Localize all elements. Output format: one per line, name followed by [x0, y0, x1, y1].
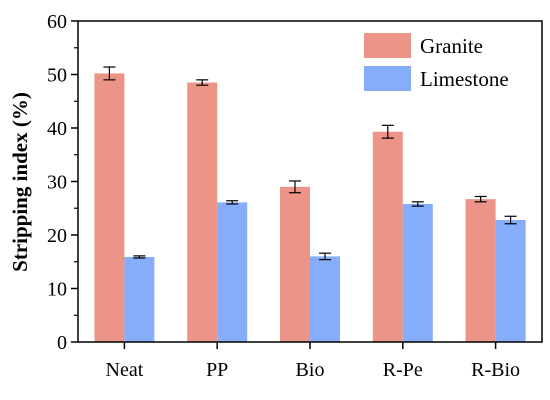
y-tick-label-50: 50: [47, 65, 67, 87]
bar-limestone-r-pe: [402, 203, 433, 342]
bar-limestone-pp: [217, 202, 248, 342]
y-tick-label-10: 10: [47, 279, 67, 301]
legend-swatch-granite: [364, 33, 411, 58]
bar-granite-pp: [187, 82, 218, 343]
x-tick-label-r-pe: R-Pe: [383, 359, 423, 381]
error-bar-granite-r-bio: [474, 195, 487, 203]
y-tick-label-40: 40: [47, 118, 67, 140]
error-bar-granite-r-pe: [381, 124, 394, 139]
x-tick-label-pp: PP: [206, 359, 228, 381]
error-bar-limestone-r-bio: [504, 215, 517, 225]
x-tick-label-bio: Bio: [296, 359, 325, 381]
legend-swatch-limestone: [364, 66, 411, 91]
error-bar-limestone-r-pe: [411, 201, 424, 207]
y-axis-title: Stripping index (%): [8, 92, 32, 272]
legend: Granite Limestone: [364, 33, 509, 91]
error-bars-layer: [103, 66, 517, 261]
bars-layer: [94, 73, 526, 343]
y-tick-label-20: 20: [47, 225, 67, 247]
x-tick-label-neat: Neat: [106, 359, 144, 381]
bar-granite-r-bio: [465, 199, 496, 342]
legend-item-limestone: Limestone: [364, 66, 509, 91]
error-bar-limestone-bio: [319, 252, 331, 261]
y-tick-label-0: 0: [57, 332, 67, 354]
legend-label-granite: Granite: [420, 34, 483, 58]
error-bar-limestone-pp: [226, 200, 239, 205]
bar-limestone-bio: [310, 256, 340, 342]
legend-item-granite: Granite: [364, 33, 483, 58]
bar-granite-bio: [280, 186, 310, 342]
y-tick-label-60: 60: [47, 11, 67, 33]
x-tick-label-r-bio: R-Bio: [471, 359, 520, 381]
legend-label-limestone: Limestone: [420, 67, 509, 91]
axes-layer: [71, 20, 543, 349]
bar-granite-neat: [94, 73, 125, 343]
bar-limestone-r-bio: [495, 220, 526, 342]
error-bar-granite-bio: [289, 180, 301, 194]
error-bar-granite-neat: [103, 66, 116, 81]
bar-granite-r-pe: [372, 131, 403, 342]
error-bar-granite-pp: [196, 79, 209, 86]
error-bar-limestone-neat: [133, 255, 146, 259]
tick-labels-layer: 0 10 20 30 40 50 60 Neat PP Bio R-Pe R-Bio: [47, 11, 520, 381]
y-tick-label-30: 30: [47, 172, 67, 194]
bar-limestone-neat: [124, 256, 155, 342]
